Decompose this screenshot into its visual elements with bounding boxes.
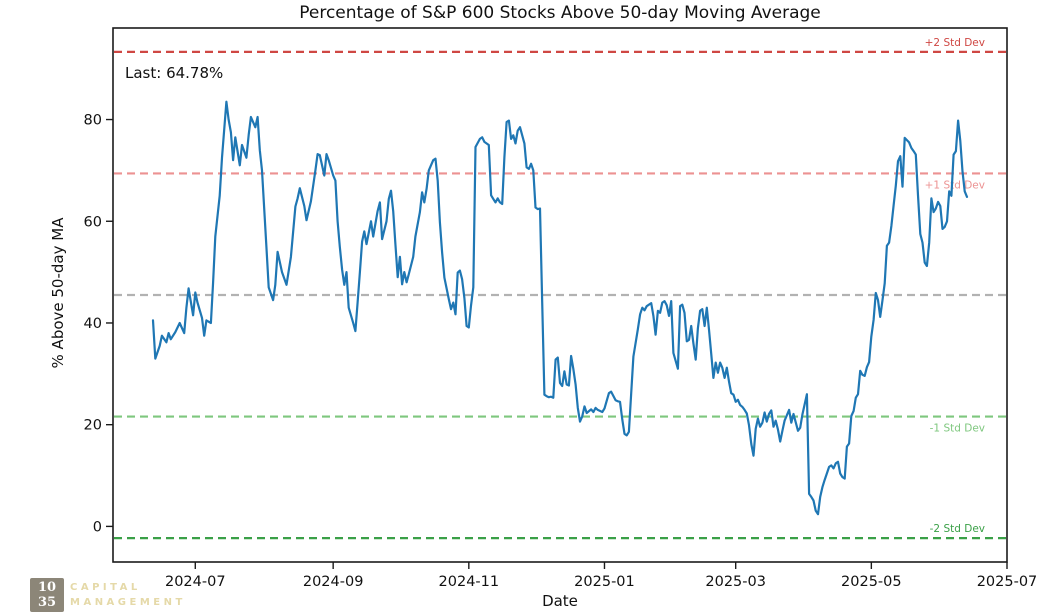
y-tick-label: 20 xyxy=(84,418,102,434)
ref-line-label: +2 Std Dev xyxy=(925,37,985,49)
ref-line-label: -1 Std Dev xyxy=(930,423,985,435)
ref-line-label: -2 Std Dev xyxy=(930,523,985,535)
x-tick-label: 2025-05 xyxy=(841,574,902,590)
x-tick-label: 2025-07 xyxy=(977,574,1038,590)
x-tick-label: 2025-01 xyxy=(574,574,635,590)
logo-text: CAPITAL MANAGEMENT xyxy=(70,580,186,610)
logo-box-line2: 35 xyxy=(37,595,57,610)
logo-text-line1: CAPITAL xyxy=(70,582,141,593)
plot-frame xyxy=(112,27,1008,563)
y-tick-label: 60 xyxy=(84,214,102,230)
y-axis-label: % Above 50-day MA xyxy=(49,217,67,369)
x-tick-label: 2025-03 xyxy=(705,574,766,590)
chart-title: Percentage of S&P 600 Stocks Above 50-da… xyxy=(299,3,821,23)
data-line xyxy=(151,100,969,516)
x-axis-label: Date xyxy=(542,592,578,610)
y-tick-label: 0 xyxy=(93,519,102,535)
last-value-annotation: Last: 64.78% xyxy=(125,64,224,82)
logo-text-line2: MANAGEMENT xyxy=(70,597,186,608)
x-tick-label: 2024-07 xyxy=(165,574,226,590)
y-tick-label: 80 xyxy=(84,113,102,129)
x-tick-label: 2024-11 xyxy=(439,574,500,590)
logo: 10 35 CAPITAL MANAGEMENT xyxy=(30,578,186,612)
logo-box: 10 35 xyxy=(30,578,64,612)
logo-box-line1: 10 xyxy=(37,580,57,595)
x-tick-label: 2024-09 xyxy=(303,574,364,590)
ref-line-label: +1 Std Dev xyxy=(925,179,985,191)
y-tick-label: 40 xyxy=(84,316,102,332)
